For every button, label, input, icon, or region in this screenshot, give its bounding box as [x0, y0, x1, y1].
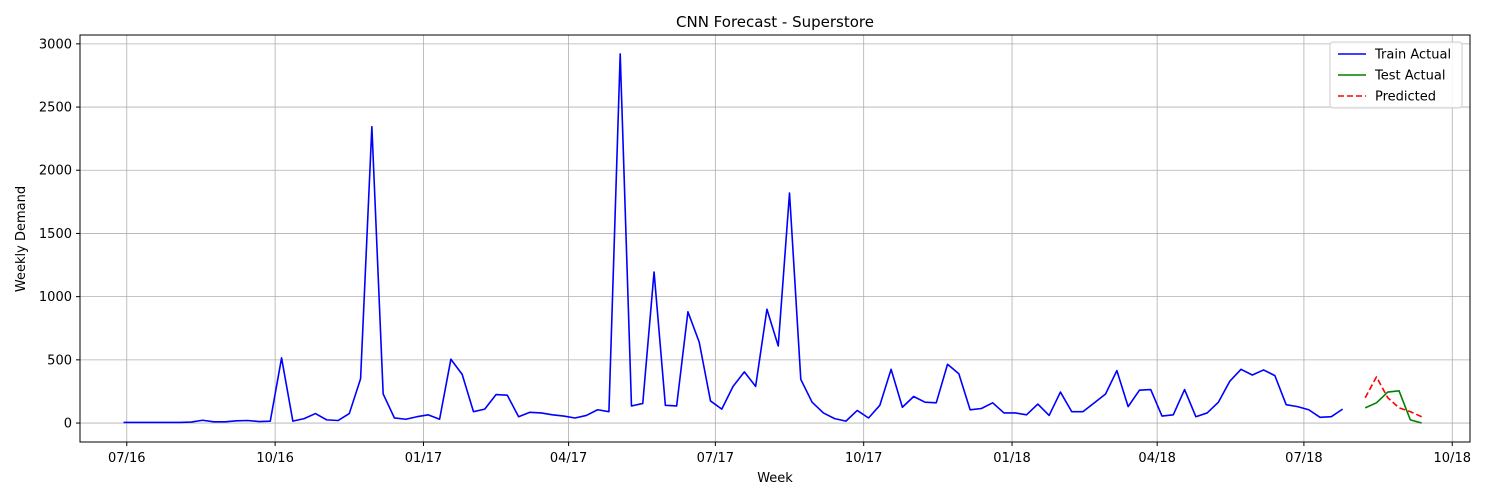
y-tick-label: 2500 [39, 101, 72, 116]
y-tick-label: 1000 [39, 290, 72, 305]
y-tick-label: 500 [47, 353, 72, 368]
series-line-predicted [1364, 376, 1422, 418]
y-tick-label: 2000 [39, 164, 72, 179]
x-tick-label: 04/17 [550, 451, 587, 466]
y-tick-label: 0 [64, 417, 72, 432]
series-line-train-actual [123, 53, 1344, 424]
x-tick-label: 07/16 [108, 451, 145, 466]
legend-label: Train Actual [1374, 48, 1451, 63]
x-tick-label: 10/17 [845, 451, 882, 466]
series-line-test-actual [1364, 390, 1422, 424]
x-axis-ticks: 07/16 10/16 01/17 04/17 07/17 10/17 01/18 04/18… [108, 442, 1471, 466]
x-axis-label: Week [757, 471, 793, 486]
legend-label: Predicted [1375, 90, 1436, 105]
y-tick-label: 3000 [39, 37, 72, 52]
legend-label: Test Actual [1374, 69, 1445, 84]
y-axis-ticks: 0 500 1000 1500 2000 2500 3000 [39, 37, 80, 432]
x-tick-label: 01/17 [405, 451, 442, 466]
y-axis-label: Weekly Demand [14, 186, 29, 292]
x-tick-label: 10/18 [1434, 451, 1471, 466]
plot-frame [79, 34, 1471, 443]
y-tick-label: 1500 [39, 227, 72, 242]
x-tick-label: 01/18 [993, 451, 1030, 466]
x-tick-label: 04/18 [1138, 451, 1175, 466]
plot-series [123, 53, 1422, 424]
legend-box [1329, 41, 1463, 109]
x-tick-label: 07/17 [697, 451, 734, 466]
chart-title: CNN Forecast - Superstore [676, 13, 874, 31]
gridlines [80, 35, 1470, 442]
x-tick-label: 10/16 [256, 451, 293, 466]
legend: Train Actual Test Actual Predicted [1329, 41, 1463, 109]
x-tick-label: 07/18 [1285, 451, 1322, 466]
